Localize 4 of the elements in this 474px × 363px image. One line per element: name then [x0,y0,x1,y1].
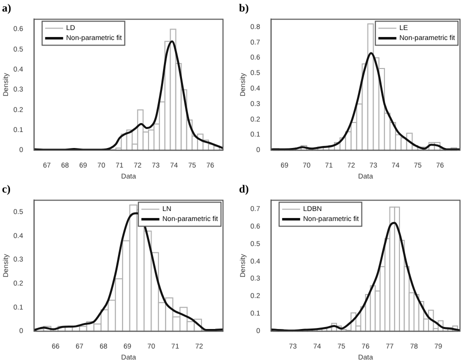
chart-title: c) [2,183,11,196]
chart-title: a) [2,2,12,14]
chart-title: d) [239,183,250,196]
chart-title: b) [239,2,250,14]
